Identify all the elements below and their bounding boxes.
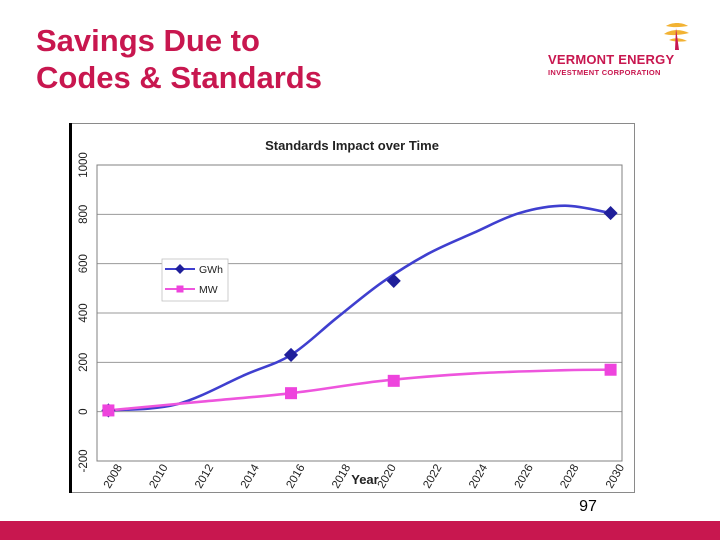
- slide-title: Savings Due to Codes & Standards: [36, 22, 322, 96]
- legend-box: [161, 258, 229, 302]
- logo-text-line2: INVESTMENT CORPORATION: [548, 68, 661, 77]
- gwh-data-point: [603, 206, 618, 221]
- legend-mw-label: MW: [199, 284, 218, 296]
- slide-title-line2: Codes & Standards: [36, 60, 322, 95]
- chart-panel: -200 0 200 400 600 800 1000 2008 2010 2012 2014 20…: [69, 123, 635, 493]
- y-tick-label: -200: [78, 449, 90, 472]
- slide-title-line1: Savings Due to: [36, 23, 260, 58]
- chart-frame: [69, 123, 635, 493]
- chart-left-edge: [69, 123, 72, 493]
- logo-text-line1: VERMONT ENERGY: [548, 52, 675, 67]
- page-number: 97: [579, 498, 597, 515]
- y-axis-tick-labels: -200 0 200 400 600 800 1000: [78, 152, 90, 472]
- legend-gwh-label: GWh: [199, 264, 223, 276]
- plot-area-border: [96, 164, 623, 462]
- series-lines: [108, 204, 611, 412]
- y-tick-label: 800: [78, 205, 90, 224]
- chart-title: Standards Impact over Time: [265, 138, 439, 153]
- bottom-accent-bar: [0, 521, 720, 540]
- gwh-data-point: [283, 347, 299, 363]
- mw-data-point: [102, 404, 115, 417]
- y-tick-label: 0: [78, 408, 90, 414]
- legend: GWh MW: [161, 258, 229, 302]
- mw-data-point: [387, 374, 400, 387]
- gwh-data-point: [386, 273, 401, 289]
- mw-data-point: [285, 387, 298, 400]
- series-line-mw: [108, 368, 611, 412]
- y-tick-label: 200: [78, 353, 90, 372]
- legend-mw-marker: [176, 285, 184, 293]
- veic-logo: VERMONT ENERGY INVESTMENT CORPORATION: [548, 20, 694, 82]
- series-markers: [101, 206, 618, 418]
- legend-gwh-marker: [175, 264, 185, 274]
- x-axis-label: Year: [351, 472, 378, 487]
- mw-data-point: [604, 363, 617, 376]
- series-line-gwh: [108, 204, 611, 412]
- y-tick-label: 600: [78, 254, 90, 273]
- logo-emblem-icon: [664, 23, 689, 50]
- y-tick-label: 400: [78, 303, 90, 322]
- y-tick-label: 1000: [78, 152, 90, 178]
